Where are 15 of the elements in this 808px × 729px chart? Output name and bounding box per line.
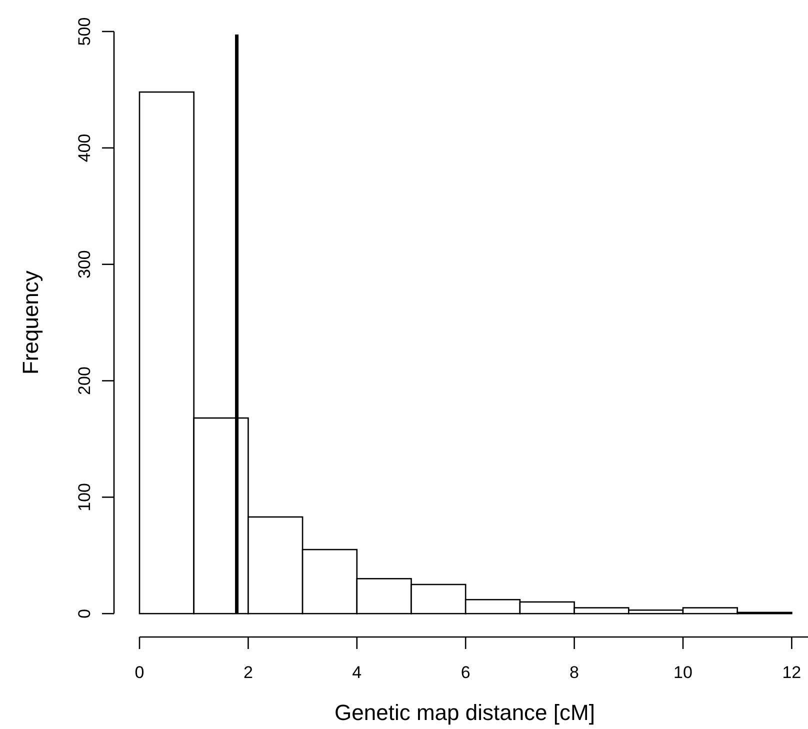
x-tick-label: 8 — [570, 663, 580, 682]
y-tick-label: 0 — [75, 608, 94, 618]
x-tick-label: 12 — [782, 663, 802, 682]
x-axis-title: Genetic map distance [cM] — [334, 700, 595, 725]
x-tick-label: 0 — [134, 663, 144, 682]
x-tick-label: 2 — [243, 663, 253, 682]
y-tick-label: 400 — [75, 134, 94, 162]
y-tick-label: 500 — [75, 17, 94, 46]
y-tick-label: 200 — [75, 366, 94, 395]
x-tick-label: 10 — [674, 663, 692, 682]
y-tick-label: 300 — [75, 250, 94, 279]
x-tick-label: 6 — [460, 663, 470, 682]
y-axis-title: Frequency — [18, 270, 43, 375]
x-tick-label: 4 — [352, 663, 362, 682]
y-tick-label: 100 — [75, 482, 94, 512]
